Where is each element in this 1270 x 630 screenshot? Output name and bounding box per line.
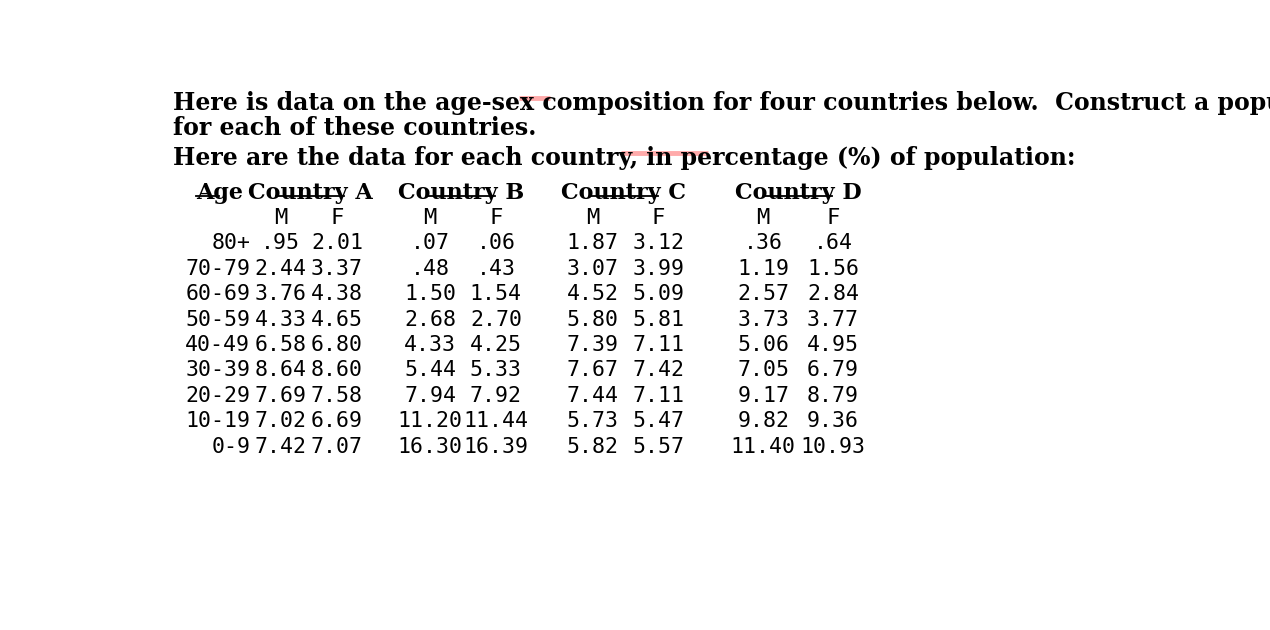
Text: 11.20: 11.20 bbox=[398, 411, 462, 432]
Text: 6.69: 6.69 bbox=[311, 411, 363, 432]
Text: 5.82: 5.82 bbox=[566, 437, 618, 457]
Text: Here are the data for each country, in percentage (%) of population:: Here are the data for each country, in p… bbox=[173, 146, 1076, 171]
Text: 7.94: 7.94 bbox=[404, 386, 456, 406]
Text: 9.36: 9.36 bbox=[806, 411, 859, 432]
Text: 5.47: 5.47 bbox=[632, 411, 685, 432]
Text: 2.57: 2.57 bbox=[738, 284, 789, 304]
Text: M: M bbox=[274, 208, 287, 228]
Text: Country C: Country C bbox=[561, 182, 686, 204]
Text: 40-49: 40-49 bbox=[185, 335, 250, 355]
Text: 7.92: 7.92 bbox=[470, 386, 522, 406]
Text: 4.25: 4.25 bbox=[470, 335, 522, 355]
Text: 7.02: 7.02 bbox=[254, 411, 306, 432]
Text: 11.44: 11.44 bbox=[464, 411, 528, 432]
Text: F: F bbox=[330, 208, 344, 228]
Text: .43: .43 bbox=[476, 259, 516, 279]
Text: for each of these countries.: for each of these countries. bbox=[173, 117, 536, 140]
Text: 1.54: 1.54 bbox=[470, 284, 522, 304]
Text: 8.60: 8.60 bbox=[311, 360, 363, 381]
Text: 7.67: 7.67 bbox=[566, 360, 618, 381]
Text: 4.33: 4.33 bbox=[254, 310, 306, 329]
Text: 70-79: 70-79 bbox=[185, 259, 250, 279]
Text: 3.37: 3.37 bbox=[311, 259, 363, 279]
Text: 7.42: 7.42 bbox=[632, 360, 685, 381]
Text: 3.12: 3.12 bbox=[632, 234, 685, 253]
Text: 5.81: 5.81 bbox=[632, 310, 685, 329]
Text: 2.44: 2.44 bbox=[254, 259, 306, 279]
Text: 1.19: 1.19 bbox=[738, 259, 789, 279]
Text: F: F bbox=[489, 208, 503, 228]
Text: 7.11: 7.11 bbox=[632, 335, 685, 355]
Text: 2.01: 2.01 bbox=[311, 234, 363, 253]
Text: 7.42: 7.42 bbox=[254, 437, 306, 457]
Text: 7.58: 7.58 bbox=[311, 386, 363, 406]
Text: 5.73: 5.73 bbox=[566, 411, 618, 432]
Text: 6.80: 6.80 bbox=[311, 335, 363, 355]
Text: Age: Age bbox=[196, 182, 243, 204]
Text: 8.64: 8.64 bbox=[254, 360, 306, 381]
Text: 10-19: 10-19 bbox=[185, 411, 250, 432]
Text: 7.05: 7.05 bbox=[738, 360, 789, 381]
Text: 7.69: 7.69 bbox=[254, 386, 306, 406]
Text: Country B: Country B bbox=[398, 182, 525, 204]
Text: .95: .95 bbox=[260, 234, 300, 253]
Text: Country D: Country D bbox=[735, 182, 861, 204]
Text: 3.07: 3.07 bbox=[566, 259, 618, 279]
Text: 4.38: 4.38 bbox=[311, 284, 363, 304]
Text: .36: .36 bbox=[744, 234, 782, 253]
Text: Country A: Country A bbox=[248, 182, 372, 204]
Text: 6.58: 6.58 bbox=[254, 335, 306, 355]
Text: 5.09: 5.09 bbox=[632, 284, 685, 304]
Text: F: F bbox=[652, 208, 665, 228]
Text: 4.33: 4.33 bbox=[404, 335, 456, 355]
Text: 4.95: 4.95 bbox=[806, 335, 859, 355]
Text: 4.52: 4.52 bbox=[566, 284, 618, 304]
Text: M: M bbox=[423, 208, 437, 228]
Text: Here is data on the age-sex composition for four countries below.  Construct a p: Here is data on the age-sex composition … bbox=[173, 91, 1270, 115]
Text: 2.84: 2.84 bbox=[806, 284, 859, 304]
Text: 20-29: 20-29 bbox=[185, 386, 250, 406]
Text: 5.80: 5.80 bbox=[566, 310, 618, 329]
Text: 9.17: 9.17 bbox=[738, 386, 789, 406]
Text: 11.40: 11.40 bbox=[730, 437, 796, 457]
Text: .64: .64 bbox=[814, 234, 852, 253]
Text: 7.44: 7.44 bbox=[566, 386, 618, 406]
Text: 3.77: 3.77 bbox=[806, 310, 859, 329]
Text: 60-69: 60-69 bbox=[185, 284, 250, 304]
Text: 16.30: 16.30 bbox=[398, 437, 462, 457]
Text: 5.44: 5.44 bbox=[404, 360, 456, 381]
Text: 3.99: 3.99 bbox=[632, 259, 685, 279]
Text: 1.87: 1.87 bbox=[566, 234, 618, 253]
Text: .07: .07 bbox=[410, 234, 450, 253]
Text: 10.93: 10.93 bbox=[800, 437, 865, 457]
Text: 7.07: 7.07 bbox=[311, 437, 363, 457]
Text: 0-9: 0-9 bbox=[211, 437, 250, 457]
Text: 2.70: 2.70 bbox=[470, 310, 522, 329]
Text: 8.79: 8.79 bbox=[806, 386, 859, 406]
Text: .48: .48 bbox=[410, 259, 450, 279]
Text: 50-59: 50-59 bbox=[185, 310, 250, 329]
Text: 5.33: 5.33 bbox=[470, 360, 522, 381]
Text: 5.57: 5.57 bbox=[632, 437, 685, 457]
Text: F: F bbox=[827, 208, 839, 228]
Text: 3.76: 3.76 bbox=[254, 284, 306, 304]
Text: 30-39: 30-39 bbox=[185, 360, 250, 381]
Text: 7.11: 7.11 bbox=[632, 386, 685, 406]
Text: 6.79: 6.79 bbox=[806, 360, 859, 381]
Text: 1.56: 1.56 bbox=[806, 259, 859, 279]
Text: 80+: 80+ bbox=[211, 234, 250, 253]
Text: 16.39: 16.39 bbox=[464, 437, 528, 457]
Text: 3.73: 3.73 bbox=[738, 310, 789, 329]
Text: 5.06: 5.06 bbox=[738, 335, 789, 355]
Text: 9.82: 9.82 bbox=[738, 411, 789, 432]
Text: 2.68: 2.68 bbox=[404, 310, 456, 329]
Text: 1.50: 1.50 bbox=[404, 284, 456, 304]
Text: 7.39: 7.39 bbox=[566, 335, 618, 355]
Text: M: M bbox=[757, 208, 770, 228]
Text: 4.65: 4.65 bbox=[311, 310, 363, 329]
Text: M: M bbox=[585, 208, 599, 228]
Text: .06: .06 bbox=[476, 234, 516, 253]
